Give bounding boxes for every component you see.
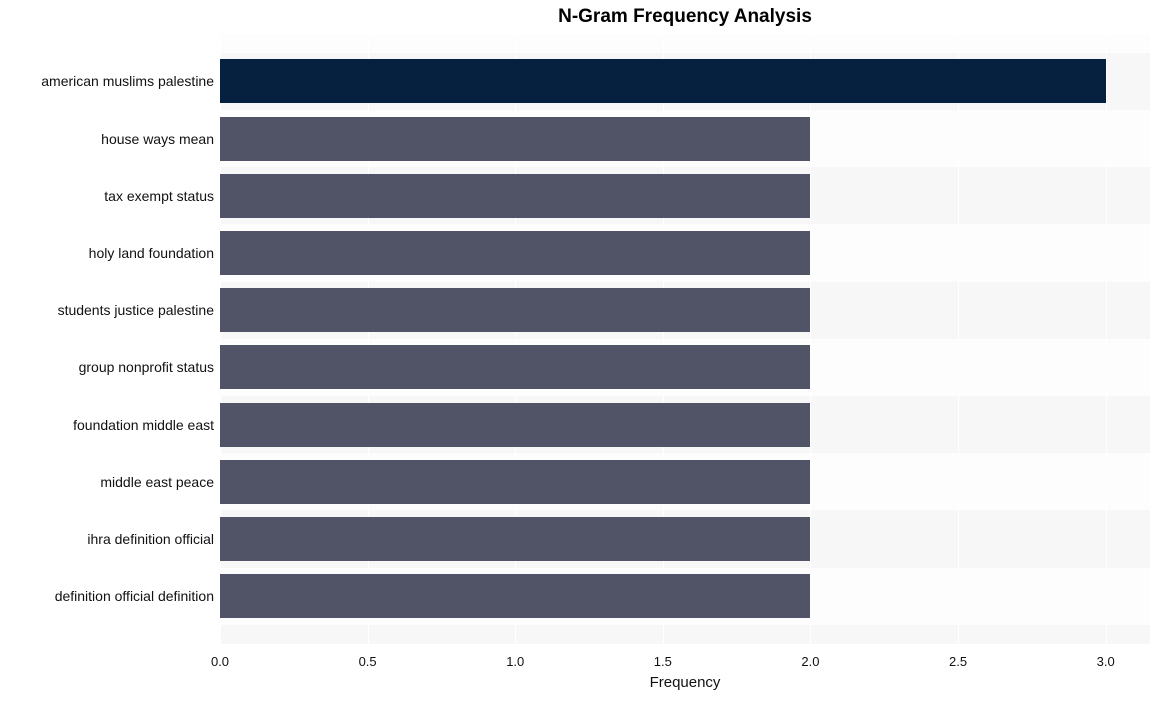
x-tick-label: 1.5 — [654, 654, 672, 669]
y-tick-label: students justice palestine — [4, 302, 214, 318]
bar — [220, 59, 1106, 103]
x-tick-label: 2.0 — [801, 654, 819, 669]
x-tick-label: 3.0 — [1097, 654, 1115, 669]
bar — [220, 117, 810, 161]
bar — [220, 517, 810, 561]
x-axis-title: Frequency — [220, 674, 1150, 691]
y-tick-label: tax exempt status — [4, 188, 214, 204]
bar — [220, 174, 810, 218]
plot-band — [220, 625, 1150, 644]
bar — [220, 231, 810, 275]
plot-band — [220, 34, 1150, 53]
bar — [220, 574, 810, 618]
bar — [220, 288, 810, 332]
y-tick-label: middle east peace — [4, 474, 214, 490]
bar — [220, 403, 810, 447]
y-tick-label: group nonprofit status — [4, 359, 214, 375]
y-tick-label: house ways mean — [4, 131, 214, 147]
y-tick-label: definition official definition — [4, 588, 214, 604]
y-tick-label: american muslims palestine — [4, 73, 214, 89]
y-tick-label: foundation middle east — [4, 417, 214, 433]
gridline — [1106, 34, 1107, 644]
bar — [220, 345, 810, 389]
y-tick-label: ihra definition official — [4, 531, 214, 547]
gridline — [958, 34, 959, 644]
bar — [220, 460, 810, 504]
x-tick-label: 2.5 — [949, 654, 967, 669]
ngram-frequency-chart: N-Gram Frequency Analysis Frequency amer… — [0, 0, 1160, 701]
gridline — [810, 34, 811, 644]
x-tick-label: 1.0 — [506, 654, 524, 669]
y-tick-label: holy land foundation — [4, 245, 214, 261]
x-tick-label: 0.0 — [211, 654, 229, 669]
x-tick-label: 0.5 — [359, 654, 377, 669]
plot-area — [220, 34, 1150, 644]
chart-title: N-Gram Frequency Analysis — [220, 6, 1150, 28]
